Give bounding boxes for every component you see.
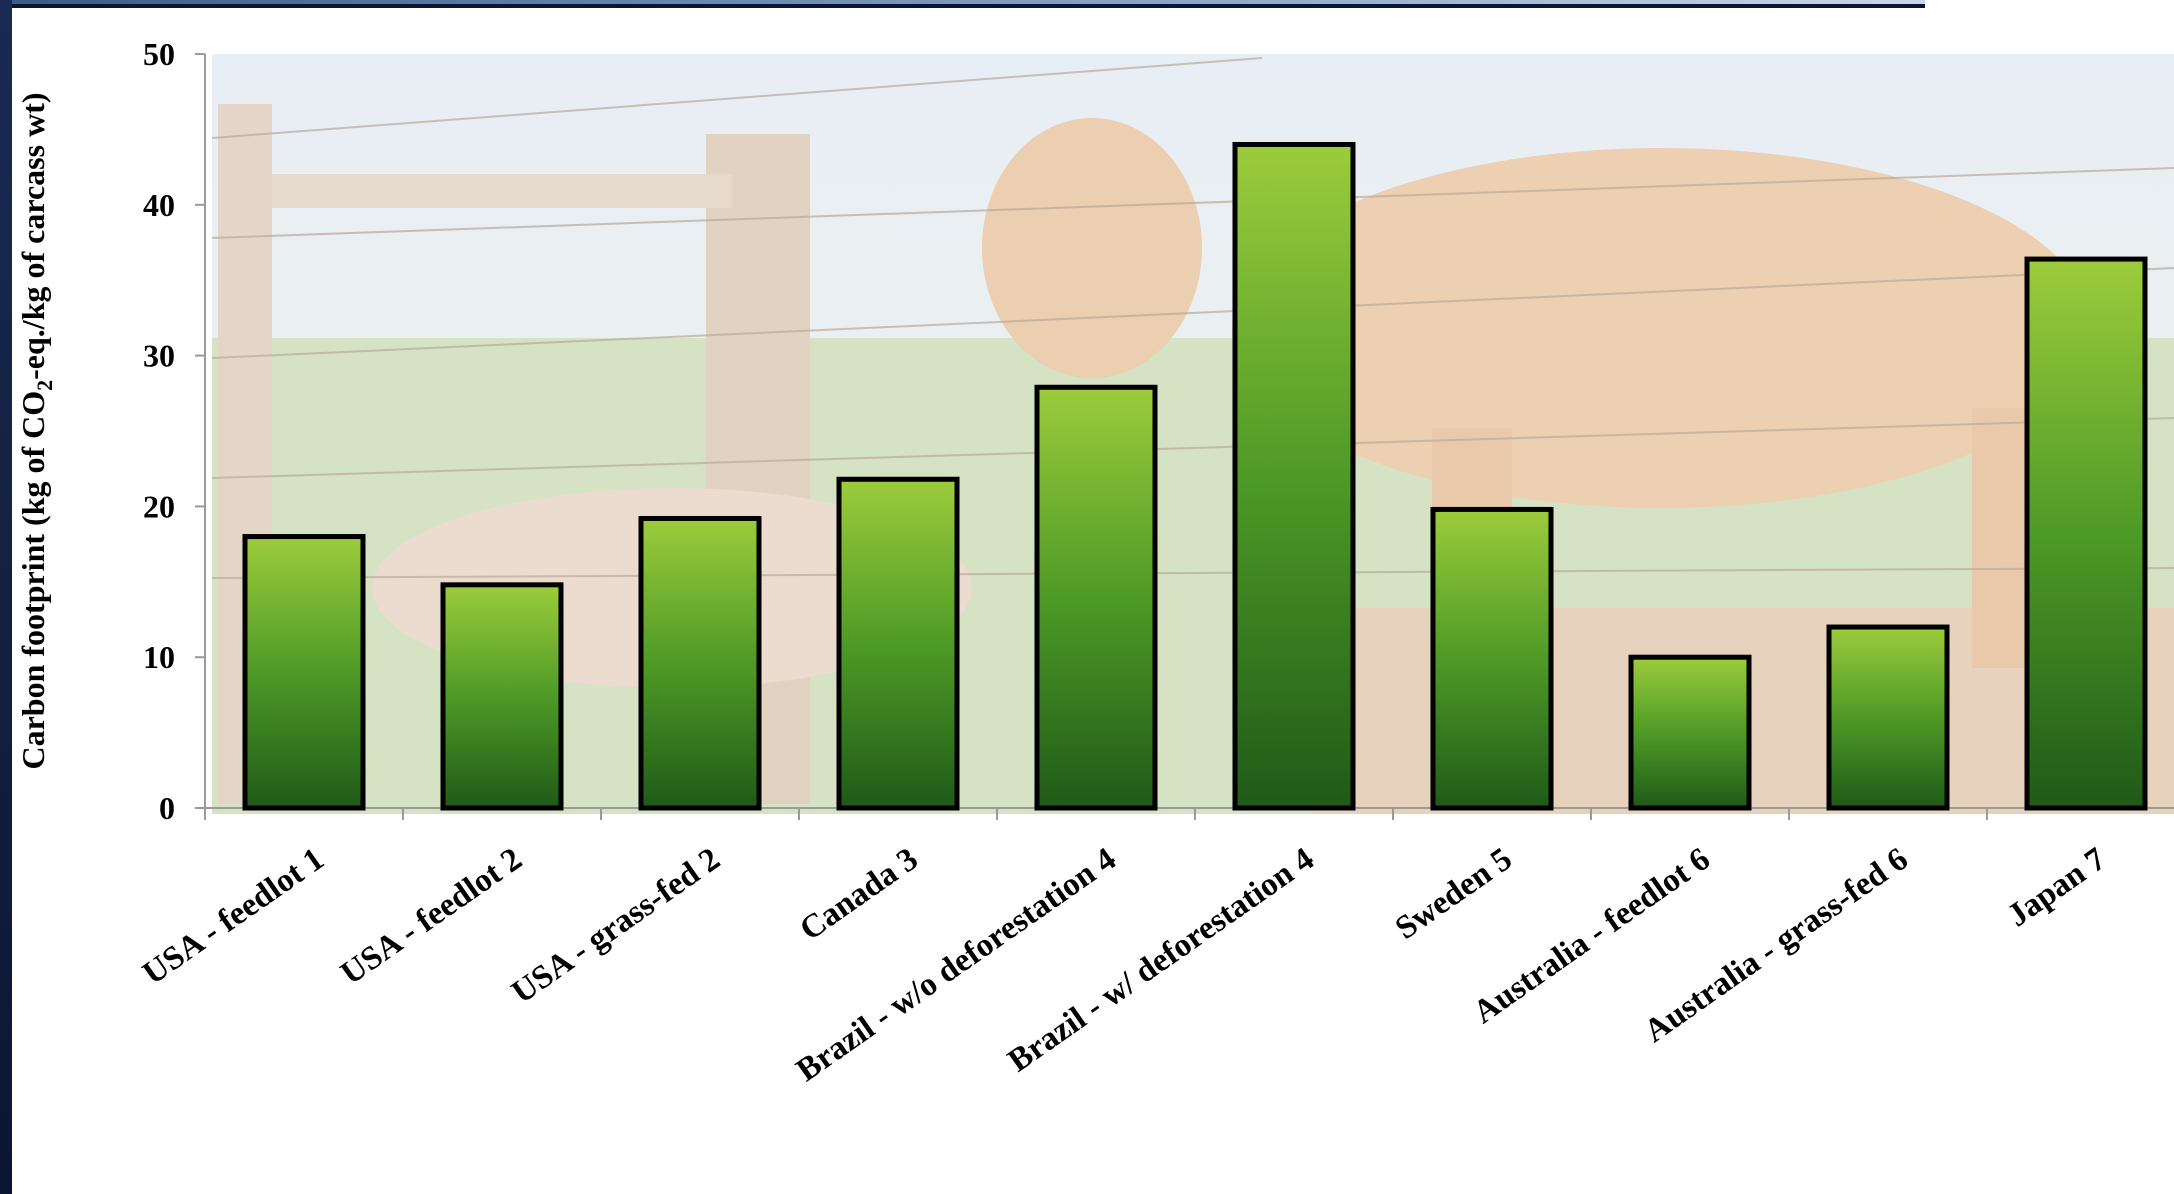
standing-cow-head [982,118,1202,378]
bar [440,582,564,811]
bar [1232,141,1356,811]
y-tick-label: 0 [159,790,175,826]
x-category-label: Canada 3 [794,841,925,948]
bar [638,515,762,811]
bar-chart: 0 10 20 30 40 50 USA - feedlot 1 USA - feedlot… [15,36,2174,1089]
y-tick-label: 30 [143,338,175,374]
y-tick-label: 10 [143,639,175,675]
window-top-border [0,0,1925,4]
y-tick-label: 20 [143,488,175,524]
y-tick-label: 50 [143,36,175,72]
bar [1430,506,1554,811]
y-tick-label: 40 [143,187,175,223]
bar [242,534,366,811]
x-category-label: USA - grass-fed 2 [505,841,726,1011]
standing-cow-body [1232,148,2092,508]
window-corner [1925,0,2174,8]
bar-group [242,141,2148,811]
window-left-border [0,0,12,1194]
x-category-label: Japan 7 [2001,841,2113,934]
bar [1826,624,1950,811]
x-tick-group [204,808,1988,820]
y-tick-group: 0 10 20 30 40 50 [143,36,205,826]
x-category-label: USA - feedlot 1 [136,841,330,992]
chart-panel: 0 10 20 30 40 50 USA - feedlot 1 USA - feedlot… [12,8,2174,1194]
bar [836,476,960,811]
x-category-label: USA - feedlot 2 [334,841,528,992]
y-axis-title: Carbon footprint (kg of CO2-eq./kg of ca… [15,92,57,769]
bar [2024,256,2148,811]
x-category-label: Sweden 5 [1389,841,1519,947]
bar [1628,654,1752,811]
x-category-label: Brazil - w/o deforestation 4 [790,841,1122,1089]
bar [1034,384,1158,811]
